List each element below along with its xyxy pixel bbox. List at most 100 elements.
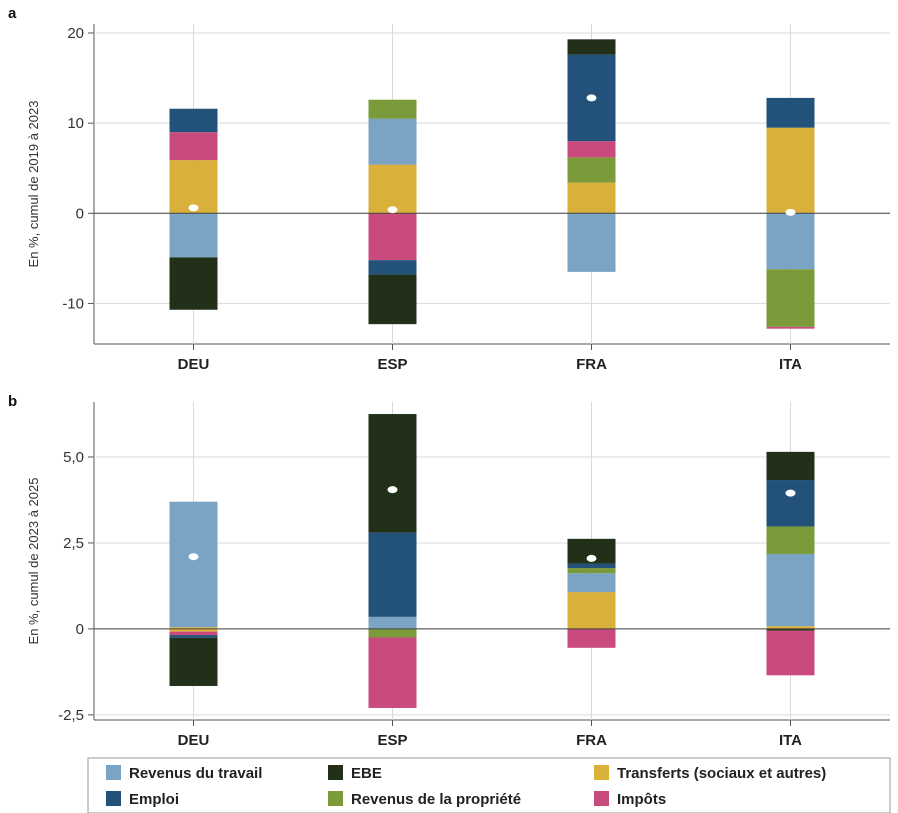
panel-a-y-tick-label: 0 — [76, 205, 84, 222]
panel-a-y-tick-label: 10 — [67, 115, 84, 132]
panel-b-bar-ita-propriete — [766, 526, 815, 554]
legend-swatch-impots — [594, 791, 609, 806]
panel-b-bar-fra-propriete — [567, 568, 616, 574]
panel-b-bar-esp-emploi — [368, 532, 417, 617]
panel-b-bar-ita-ebe — [766, 628, 815, 631]
panel-b-bar-ita-transferts — [766, 626, 815, 629]
panel-a-bar-fra-propriete — [567, 157, 616, 183]
panel-b-total-marker-deu — [188, 553, 199, 561]
panel-b-bar-fra-impots — [567, 628, 616, 648]
panel-b-bar-fra-emploi — [567, 563, 616, 569]
panel-a-bar-esp-emploi — [368, 260, 417, 275]
legend-label-ebe: EBE — [351, 765, 382, 782]
panel-a-x-tick-label-fra: FRA — [576, 356, 607, 373]
panel-b-bar-fra-transferts — [567, 592, 616, 629]
panel-a-bars — [169, 39, 815, 329]
panel-b-label: b — [8, 393, 17, 410]
panel-a-y-tick-label: 20 — [67, 25, 84, 42]
panel-a-bar-esp-transferts — [368, 164, 417, 214]
legend-item-impots: Impôts — [594, 791, 666, 808]
panel-b-bar-esp-impots — [368, 637, 417, 708]
panel-a-x-tick-label-deu: DEU — [178, 356, 210, 373]
legend-label-revenus-travail: Revenus du travail — [129, 765, 262, 782]
panel-a-total-marker-fra — [586, 94, 597, 102]
panel-b-x-ticks: DEU ESP FRA ITA — [178, 720, 802, 749]
panel-a-bar-ita-revenus-travail — [766, 213, 815, 270]
panel-a: a En %, cumul de 2019 à 2023 20 10 0 -10 DE… — [8, 5, 890, 373]
legend-item-revenus-travail: Revenus du travail — [106, 765, 262, 782]
panel-b-total-marker-ita — [785, 489, 796, 497]
panel-b-bar-deu-transferts — [169, 627, 218, 629]
legend: Revenus du travail EBE Transferts (socia… — [87, 757, 891, 813]
panel-b: b En %, cumul de 2023 à 2025 5,0 2,5 0 -2,5… — [8, 393, 890, 749]
panel-a-bar-fra-transferts — [567, 182, 616, 214]
panel-a-bar-deu-emploi — [169, 108, 218, 133]
panel-a-total-marker-deu — [188, 204, 199, 212]
panel-b-bar-ita-ebe — [766, 451, 815, 481]
panel-a-y-tick-label: -10 — [62, 295, 84, 312]
panel-b-y-tick-label: 0 — [76, 621, 84, 638]
panel-a-bar-esp-ebe — [368, 274, 417, 325]
panel-b-total-marker-esp — [387, 486, 398, 494]
panel-b-y-tick-label: 5,0 — [63, 449, 84, 466]
panel-b-x-tick-label-ita: ITA — [779, 732, 802, 749]
panel-b-bar-ita-impots — [766, 630, 815, 676]
panel-b-y-axis-label: En %, cumul de 2023 à 2025 — [26, 478, 41, 645]
panel-a-bar-ita-emploi — [766, 97, 815, 128]
panel-a-bar-esp-revenus-travail — [368, 118, 417, 165]
panel-a-x-ticks: DEU ESP FRA ITA — [178, 344, 802, 373]
legend-item-transferts: Transferts (sociaux et autres) — [594, 765, 826, 782]
legend-item-ebe: EBE — [328, 765, 382, 782]
legend-label-impots: Impôts — [617, 791, 666, 808]
panel-a-bar-fra-impots — [567, 141, 616, 158]
panel-a-total-marker-esp — [387, 206, 398, 214]
panel-b-y-tick-label: 2,5 — [63, 535, 84, 552]
panel-b-y-ticks: 5,0 2,5 0 -2,5 — [58, 449, 94, 724]
panel-b-bar-deu-revenus-travail — [169, 501, 218, 628]
panel-b-y-tick-label: -2,5 — [58, 707, 84, 724]
panel-a-total-markers — [188, 94, 796, 216]
legend-label-transferts: Transferts (sociaux et autres) — [617, 765, 826, 782]
panel-a-total-marker-ita — [785, 208, 796, 216]
panel-b-x-tick-label-esp: ESP — [377, 732, 407, 749]
panel-b-x-tick-label-fra: FRA — [576, 732, 607, 749]
panel-b-x-tick-label-deu: DEU — [178, 732, 210, 749]
panel-b-bar-ita-revenus-travail — [766, 553, 815, 627]
panel-b-bar-ita-emploi — [766, 480, 815, 527]
panel-b-bar-deu-transferts — [169, 628, 218, 632]
panel-b-bar-esp-propriete — [368, 628, 417, 638]
legend-item-emploi: Emploi — [106, 791, 179, 808]
panel-a-x-tick-label-esp: ESP — [377, 356, 407, 373]
panel-a-bar-deu-revenus-travail — [169, 213, 218, 258]
panel-a-y-ticks: 20 10 0 -10 — [62, 25, 94, 312]
panel-a-bar-fra-ebe — [567, 39, 616, 55]
panel-b-bar-deu-impots — [169, 631, 218, 636]
panel-a-x-tick-label-ita: ITA — [779, 356, 802, 373]
panel-b-bars — [169, 414, 815, 708]
panel-a-label: a — [8, 5, 17, 22]
panel-a-bar-esp-propriete — [368, 99, 417, 119]
legend-swatch-emploi — [106, 791, 121, 806]
panel-b-bar-deu-emploi — [169, 635, 218, 638]
panel-b-bar-fra-revenus-travail — [567, 573, 616, 593]
panel-a-bar-ita-propriete — [766, 269, 815, 327]
legend-swatch-propriete — [328, 791, 343, 806]
legend-label-emploi: Emploi — [129, 791, 179, 808]
panel-a-bar-fra-revenus-travail — [567, 213, 616, 272]
panel-b-total-markers — [188, 486, 796, 562]
panel-b-bar-esp-revenus-travail — [368, 616, 417, 629]
panel-b-bar-deu-ebe — [169, 637, 218, 686]
panel-a-bar-deu-ebe — [169, 257, 218, 310]
panel-a-bar-deu-impots — [169, 132, 218, 161]
panel-a-bar-ita-impots — [766, 326, 815, 329]
panel-a-bar-esp-impots — [368, 213, 417, 261]
legend-label-propriete: Revenus de la propriété — [351, 791, 521, 808]
legend-swatch-ebe — [328, 765, 343, 780]
panel-b-bar-esp-ebe — [368, 414, 417, 533]
legend-swatch-revenus-travail — [106, 765, 121, 780]
panel-b-total-marker-fra — [586, 554, 597, 562]
legend-item-propriete: Revenus de la propriété — [328, 791, 521, 808]
panel-a-bar-ita-transferts — [766, 127, 815, 214]
panel-a-y-axis-label: En %, cumul de 2019 à 2023 — [26, 101, 41, 268]
